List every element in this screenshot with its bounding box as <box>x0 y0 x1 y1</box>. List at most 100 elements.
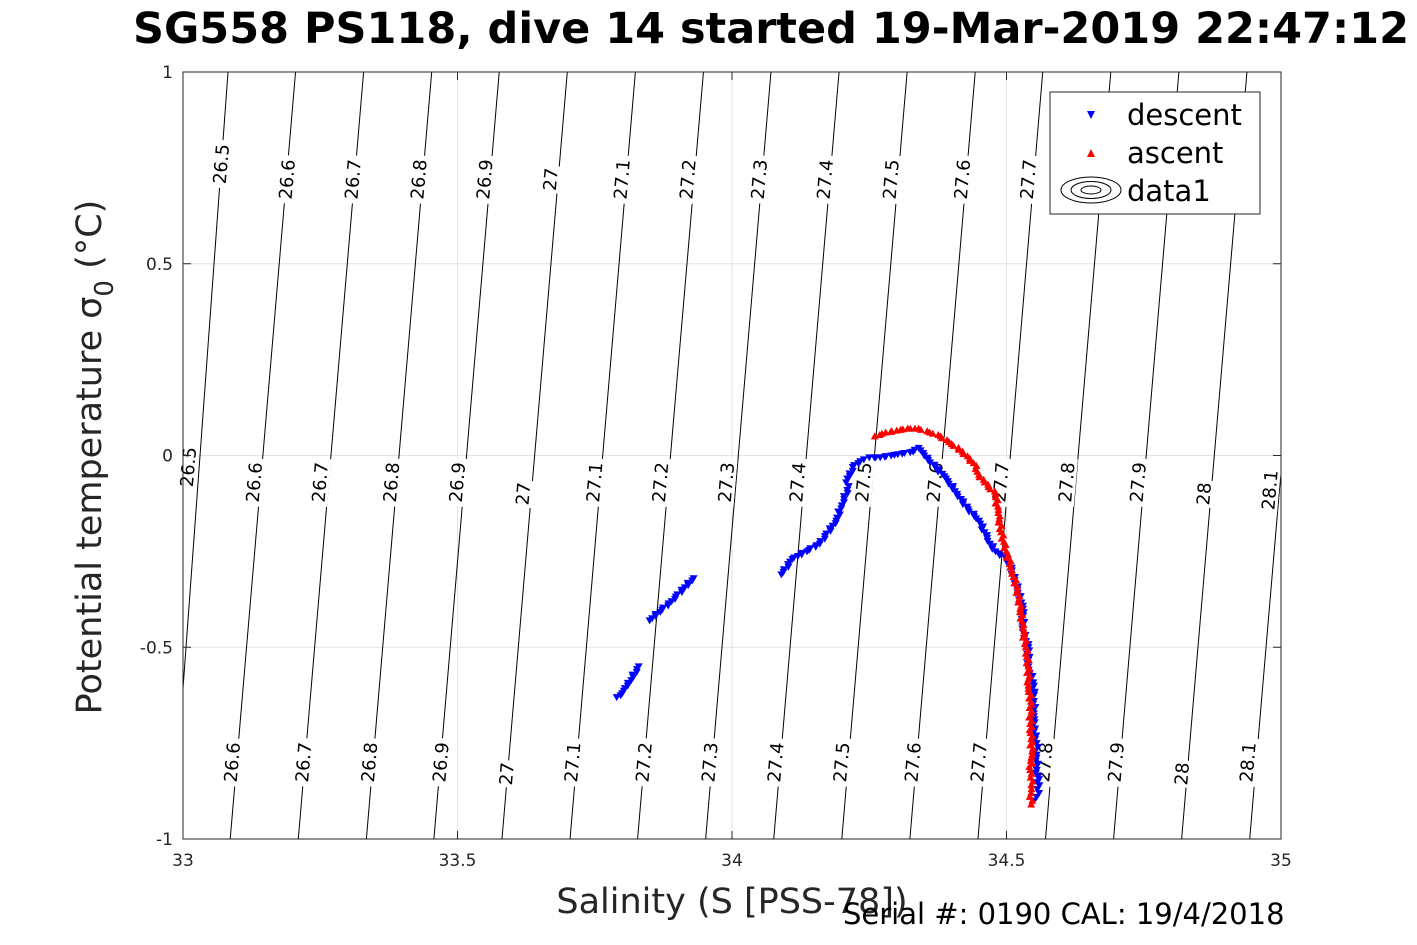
isopycnal-label-bg <box>219 737 244 787</box>
isopycnal-label: 27.3 <box>696 737 723 787</box>
isopycnal-label-bg <box>1053 457 1078 508</box>
isopycnal-label: 26.8 <box>378 457 404 508</box>
isopycnal-label-text: 27.3 <box>698 741 722 783</box>
isopycnal-label-text: 27.8 <box>1055 462 1079 504</box>
isopycnal-label: 27.7 <box>1015 154 1041 205</box>
isopycnal-labels: 26.5 26.6 26.7 26.8 26.9 27 27.1 27.2 27.3 27.4 27… <box>175 139 1283 789</box>
ascent-point-fill <box>984 480 993 488</box>
isopycnal-label-text: 26.9 <box>446 462 470 504</box>
isopycnal-label: 26.7 <box>290 737 316 787</box>
isopycnal-label-bg <box>762 737 787 787</box>
isopycnal-label-bg <box>675 154 700 205</box>
isopycnal-label-text: 27.3 <box>748 159 772 201</box>
descent-point-fill <box>658 604 667 612</box>
isopycnal-label: 27.3 <box>713 457 739 508</box>
isopycnal-label: 27.2 <box>647 457 673 508</box>
descent-point <box>634 663 643 671</box>
ascent-point-fill <box>1026 773 1035 781</box>
legend-contour-icon <box>1060 176 1122 204</box>
isopycnal-label-text: 28 <box>1193 482 1216 507</box>
isopycnal-label-bg <box>746 154 771 205</box>
isopycnal-label-bg <box>647 457 672 508</box>
isopycnal-label-text: 27.2 <box>649 462 673 504</box>
ascent-point <box>870 432 879 440</box>
ascent-point-fill <box>990 487 999 495</box>
isopycnal-label-text: 27.1 <box>583 462 607 504</box>
legend: descent ascent data1 <box>1049 91 1261 215</box>
isopycnal-label-text: 27.2 <box>632 741 656 783</box>
isopycnal-label: 26.7 <box>307 457 333 508</box>
isopycnal-label: 27.5 <box>850 457 876 508</box>
legend-ascent-label: ascent <box>1127 136 1223 170</box>
isopycnal-label-text: 27 <box>540 167 563 192</box>
y-tick-label: 1 <box>162 63 173 83</box>
isopycnal-label-text: 27 <box>496 762 519 787</box>
descent-point-fill <box>925 459 934 467</box>
isopycnal-label-bg <box>1170 759 1193 789</box>
isopycnal-label: 27.1 <box>581 457 607 508</box>
isopycnal-label-text: 27.4 <box>786 462 810 504</box>
isopycnal-label: 27.5 <box>828 737 855 787</box>
isopycnal-label: 27.3 <box>746 154 772 205</box>
isopycnal-label: 26.7 <box>340 154 366 205</box>
isopycnal-label-bg <box>471 154 497 205</box>
isopycnal-label-bg <box>812 154 837 205</box>
descent-point-fill <box>1032 732 1041 740</box>
y-tick-label: 0.5 <box>146 255 173 275</box>
y-axis-label-subscript: 0 <box>90 280 120 297</box>
descent-point-fill <box>840 496 849 504</box>
isopycnal-label: 26.6 <box>219 737 245 787</box>
isopycnal-label: 27 <box>494 759 519 789</box>
descent-point-fill <box>651 611 660 619</box>
isopycnal-line <box>501 71 568 840</box>
isopycnal-label-bg <box>1125 457 1150 508</box>
isopycnal-label: 26.9 <box>427 737 454 787</box>
isopycnal-label: 27.5 <box>878 154 904 205</box>
descent-point <box>920 452 929 460</box>
ascent-point-fill <box>1025 792 1034 800</box>
ascent-point <box>1027 800 1036 808</box>
isopycnal-label-text: 28.1 <box>1236 741 1260 783</box>
isopycnal-label-bg <box>538 164 561 194</box>
isopycnal-label: 27.1 <box>559 737 585 787</box>
isopycnal-label-text: 26.9 <box>429 741 453 783</box>
isopycnal-label-text: 26.6 <box>243 462 267 504</box>
ascent-point-fill <box>954 443 963 451</box>
isopycnal-label-text: 27.7 <box>967 741 991 783</box>
isopycnal-label: 27 <box>511 479 535 509</box>
isopycnal-label: 27 <box>538 164 563 194</box>
x-tick-label: 34 <box>721 851 743 871</box>
isopycnal-label-text: 27.5 <box>880 159 904 201</box>
descent-point-fill <box>673 591 682 599</box>
isopycnal-label-text: 28.1 <box>1258 469 1282 511</box>
axis-ticks: 33 33.5 34 34.5 35 -1 -0.5 0 0.5 1 <box>140 63 1292 871</box>
isopycnal-label-bg <box>696 737 722 787</box>
descent-point-fill <box>822 530 831 538</box>
isopycnal-label: 27.8 <box>1053 457 1080 508</box>
isopycnal-label: 26.9 <box>444 457 470 508</box>
isopycnal-label-text: 26.6 <box>221 741 245 783</box>
isopycnal-label-bg <box>609 154 634 205</box>
descent-point-fill <box>934 468 943 476</box>
descent-point-fill <box>842 479 851 487</box>
ascent-point-fill <box>963 452 972 460</box>
descent-point-fill <box>882 453 891 461</box>
isopycnal-label-text: 27.3 <box>715 462 739 504</box>
y-axis-label-main: Potential temperature σ <box>70 297 110 715</box>
isopycnal-label-bg <box>1103 737 1128 787</box>
descent-point <box>931 464 940 472</box>
y-tick-label: -0.5 <box>140 638 173 658</box>
isopycnal-label-text: 27.4 <box>764 741 788 783</box>
isopycnal-label-text: 27.7 <box>989 462 1013 504</box>
descent-point-fill <box>839 499 848 507</box>
descent-point <box>1035 782 1044 790</box>
isopycnal-label-bg <box>427 737 453 787</box>
isopycnal-label-text: 26.7 <box>292 741 316 783</box>
isopycnal-label-text: 27.5 <box>852 462 876 504</box>
isopycnal-label-bg <box>378 457 403 508</box>
x-tick-label: 34.5 <box>988 851 1026 871</box>
ascent-point-fill <box>875 431 884 439</box>
isopycnal-label-bg <box>631 737 656 787</box>
isopycnal-label: 27.4 <box>762 737 789 787</box>
isopycnal-label-text: 28 <box>1171 762 1194 787</box>
